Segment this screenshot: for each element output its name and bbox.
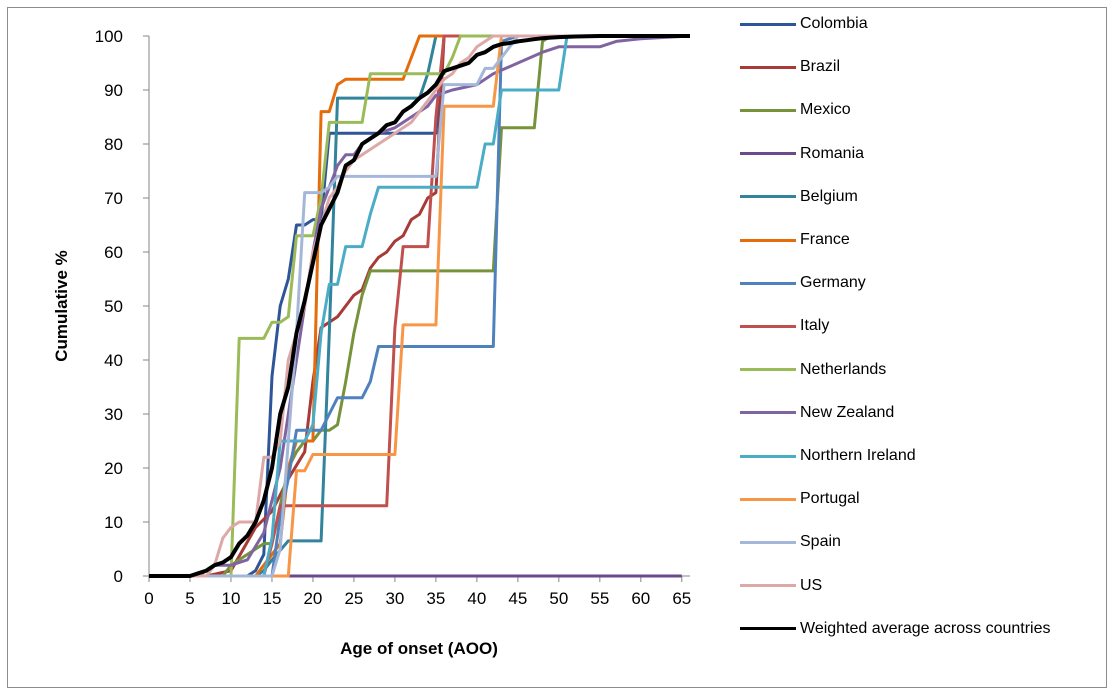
series-line-colombia xyxy=(149,34,690,578)
legend-item-germany: Germany xyxy=(740,273,866,293)
legend-swatch xyxy=(740,497,796,501)
legend-item-netherlands: Netherlands xyxy=(740,360,886,380)
x-tick-label: 30 xyxy=(385,589,404,608)
legend-label: Netherlands xyxy=(800,360,887,378)
legend-item-us: US xyxy=(740,576,822,596)
y-tick-label: 40 xyxy=(104,351,123,370)
y-tick-label: 50 xyxy=(104,297,123,316)
series-line-spain xyxy=(149,34,690,578)
legend-swatch xyxy=(740,584,796,588)
legend-item-brazil: Brazil xyxy=(740,57,840,77)
legend-item-portugal: Portugal xyxy=(740,489,860,509)
y-tick-label: 20 xyxy=(104,459,123,478)
series-line-france xyxy=(149,34,690,578)
series-line-mexico xyxy=(149,34,690,578)
legend-item-italy: Italy xyxy=(740,316,829,336)
series-line-germany xyxy=(149,34,690,578)
series-line-us xyxy=(149,34,690,578)
legend-item-spain: Spain xyxy=(740,532,841,552)
legend-swatch xyxy=(740,65,796,69)
legend-item-weighted-average-across-countries: Weighted average across countries xyxy=(740,619,1051,639)
legend-label: US xyxy=(800,576,823,594)
legend-swatch xyxy=(740,195,796,199)
legend-item-new-zealand: New Zealand xyxy=(740,403,894,423)
x-tick-label: 45 xyxy=(508,589,527,608)
legend-swatch xyxy=(740,108,796,112)
legend-swatch xyxy=(740,454,796,458)
legend-item-romania: Romania xyxy=(740,144,864,164)
legend-label: Brazil xyxy=(800,58,841,76)
legend-label: Weighted average across countries xyxy=(800,619,1051,637)
y-tick-label: 60 xyxy=(104,243,123,262)
legend-label: France xyxy=(800,231,850,248)
x-tick-label: 50 xyxy=(549,589,568,608)
x-tick-label: 10 xyxy=(222,589,241,608)
legend-label: Colombia xyxy=(800,15,868,32)
x-tick-label: 20 xyxy=(303,589,322,608)
series-line-new-zealand xyxy=(149,34,691,578)
series-line-italy xyxy=(149,34,690,578)
series-line-portugal xyxy=(149,34,690,578)
x-tick-label: 15 xyxy=(262,589,281,608)
y-tick-label: 30 xyxy=(104,405,123,424)
axes xyxy=(148,36,690,577)
y-tick-label: 80 xyxy=(104,135,123,154)
legend-item-colombia: Colombia xyxy=(740,14,868,34)
legend-swatch xyxy=(740,238,796,242)
legend-swatch xyxy=(740,540,796,544)
series-lines xyxy=(149,34,691,578)
series-line-brazil xyxy=(149,34,690,578)
legend-label: Northern Ireland xyxy=(800,447,916,464)
legend-swatch xyxy=(740,627,796,631)
legend-swatch xyxy=(740,152,796,156)
legend-label: Spain xyxy=(800,533,841,551)
y-tick-label: 0 xyxy=(114,567,123,586)
legend-label: Italy xyxy=(800,317,830,335)
x-tick-label: 0 xyxy=(144,589,153,608)
x-tick-label: 40 xyxy=(467,589,486,608)
legend-swatch xyxy=(740,411,796,415)
series-line-netherlands xyxy=(149,34,690,578)
legend-label: Romania xyxy=(800,144,865,162)
legend-swatch xyxy=(740,22,796,26)
x-tick-label: 35 xyxy=(426,589,445,608)
legend-swatch xyxy=(740,281,796,285)
legend: Colombia Brazil Mexico Romania Belgium France… xyxy=(740,14,1110,674)
y-tick-label: 70 xyxy=(104,189,123,208)
legend-item-northern-ireland: Northern Ireland xyxy=(740,446,916,466)
legend-label: Germany xyxy=(800,274,866,292)
y-tick-label: 100 xyxy=(95,27,123,46)
x-tick-label: 25 xyxy=(344,589,363,608)
legend-item-france: France xyxy=(740,230,850,250)
x-tick-label: 60 xyxy=(631,589,650,608)
y-axis-label: Cumulative % xyxy=(52,250,71,361)
legend-swatch xyxy=(740,368,796,372)
x-tick-label: 65 xyxy=(672,589,691,608)
series-line-belgium xyxy=(149,34,690,578)
legend-label: Portugal xyxy=(800,490,860,508)
legend-item-mexico: Mexico xyxy=(740,100,851,120)
x-tick-label: 55 xyxy=(590,589,609,608)
series-line-weighted-average-across-countries xyxy=(149,34,690,578)
legend-label: New Zealand xyxy=(800,403,895,421)
legend-swatch xyxy=(740,324,796,328)
legend-label: Belgium xyxy=(800,187,858,205)
x-axis-label: Age of onset (AOO) xyxy=(340,639,498,658)
legend-item-belgium: Belgium xyxy=(740,187,858,207)
x-tick-label: 5 xyxy=(185,589,194,608)
tick-labels: 0 10 20 30 40 50 60 70 80 90 100 0 5 10 15 20 25 30 35 40 45… xyxy=(95,27,692,608)
legend-label: Mexico xyxy=(800,101,851,119)
y-tick-label: 10 xyxy=(104,513,123,532)
series-line-northern-ireland xyxy=(149,34,690,578)
y-tick-label: 90 xyxy=(104,81,123,100)
